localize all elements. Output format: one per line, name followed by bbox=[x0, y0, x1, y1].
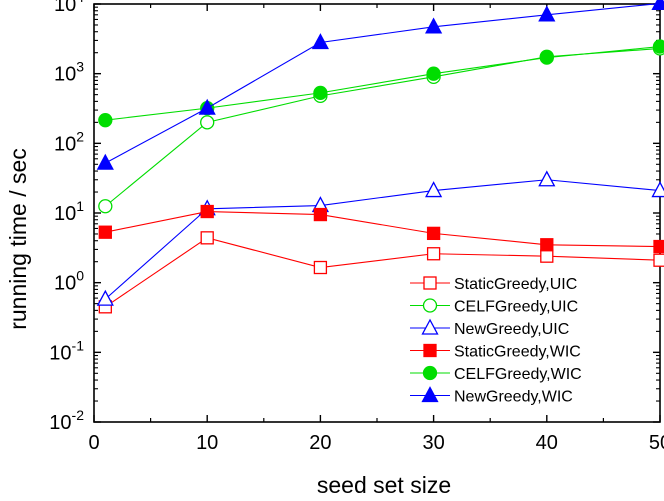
series-line bbox=[105, 210, 661, 248]
x-tick-label: 10 bbox=[196, 432, 218, 454]
data-point bbox=[313, 85, 328, 101]
plot-series bbox=[96, 0, 664, 314]
legend-label: CELFGreedy,WIC bbox=[454, 366, 582, 383]
data-point bbox=[539, 50, 554, 65]
data-point bbox=[313, 260, 328, 275]
data-point bbox=[313, 207, 328, 222]
data-point bbox=[426, 66, 441, 81]
legend-label: NewGreedy,WIC bbox=[454, 389, 573, 406]
legend-marker bbox=[423, 276, 437, 290]
y-tick-label: 10-2 bbox=[49, 407, 84, 434]
legend-marker bbox=[422, 365, 438, 381]
legend-label: StaticGreedy,UIC bbox=[454, 276, 577, 293]
data-point bbox=[652, 39, 664, 54]
data-point bbox=[200, 204, 214, 219]
legend-label: StaticGreedy,WIC bbox=[454, 344, 581, 361]
legend-marker bbox=[421, 318, 439, 335]
legend: StaticGreedy,UIC CELFGreedy,UIC NewGreedy,… bbox=[410, 276, 582, 406]
legend-entry: StaticGreedy,WIC bbox=[410, 344, 581, 361]
x-axis-label: seed set size bbox=[317, 472, 451, 498]
x-tick-label: 20 bbox=[309, 432, 331, 454]
y-tick-label: 100 bbox=[54, 268, 84, 295]
data-point bbox=[200, 231, 214, 245]
y-tick-label: 102 bbox=[54, 128, 84, 155]
x-tick-label: 30 bbox=[422, 432, 444, 454]
data-point bbox=[426, 247, 441, 261]
legend-entry: NewGreedy,UIC bbox=[410, 318, 569, 338]
data-point bbox=[198, 98, 216, 115]
data-point bbox=[200, 115, 215, 130]
legend-label: NewGreedy,UIC bbox=[454, 321, 569, 338]
legend-label: CELFGreedy,UIC bbox=[454, 299, 578, 316]
series-line bbox=[104, 179, 661, 300]
data-point bbox=[96, 289, 114, 306]
series-staticgreedy-uic bbox=[98, 231, 664, 314]
data-point bbox=[653, 239, 664, 254]
series-line bbox=[105, 2, 661, 164]
legend-entry: CELFGreedy,UIC bbox=[410, 298, 578, 316]
data-point bbox=[98, 113, 113, 128]
y-tick-label: 104 bbox=[54, 0, 84, 16]
data-point bbox=[540, 249, 554, 263]
data-point bbox=[425, 17, 443, 34]
data-point bbox=[540, 238, 554, 252]
legend-marker bbox=[422, 298, 438, 313]
data-point bbox=[98, 225, 112, 239]
legend-entry: NewGreedy,WIC bbox=[410, 386, 573, 406]
series-line bbox=[105, 237, 661, 308]
x-tick-label: 40 bbox=[536, 432, 558, 454]
y-tick-label: 103 bbox=[54, 59, 84, 86]
data-point bbox=[426, 226, 441, 241]
legend-entry: CELFGreedy,WIC bbox=[410, 365, 582, 383]
legend-entry: StaticGreedy,UIC bbox=[410, 276, 577, 293]
data-point bbox=[98, 199, 113, 214]
data-point bbox=[538, 5, 556, 22]
legend-marker bbox=[421, 386, 439, 403]
series-celfgreedy-uic bbox=[98, 41, 664, 214]
data-point bbox=[538, 170, 556, 187]
series-staticgreedy-wic bbox=[98, 204, 664, 254]
y-axis-label: running time / sec bbox=[5, 148, 31, 330]
series-newgreedy-uic bbox=[96, 170, 664, 306]
data-point bbox=[96, 153, 114, 170]
y-tick-label: 10-1 bbox=[49, 337, 84, 364]
data-point bbox=[425, 181, 443, 198]
series-line bbox=[105, 46, 661, 121]
x-tick-label: 50 bbox=[649, 432, 664, 454]
series-celfgreedy-wic bbox=[98, 39, 664, 128]
y-tick-label: 101 bbox=[54, 198, 84, 225]
axes: 0 10 20 30 40 50 10-2 10-1 100 101 102 103 104 bbox=[49, 0, 664, 454]
data-point bbox=[653, 253, 664, 267]
series-newgreedy-wic bbox=[96, 0, 664, 170]
legend-marker bbox=[423, 343, 437, 358]
data-point bbox=[311, 33, 329, 50]
x-tick-label: 0 bbox=[88, 432, 99, 454]
